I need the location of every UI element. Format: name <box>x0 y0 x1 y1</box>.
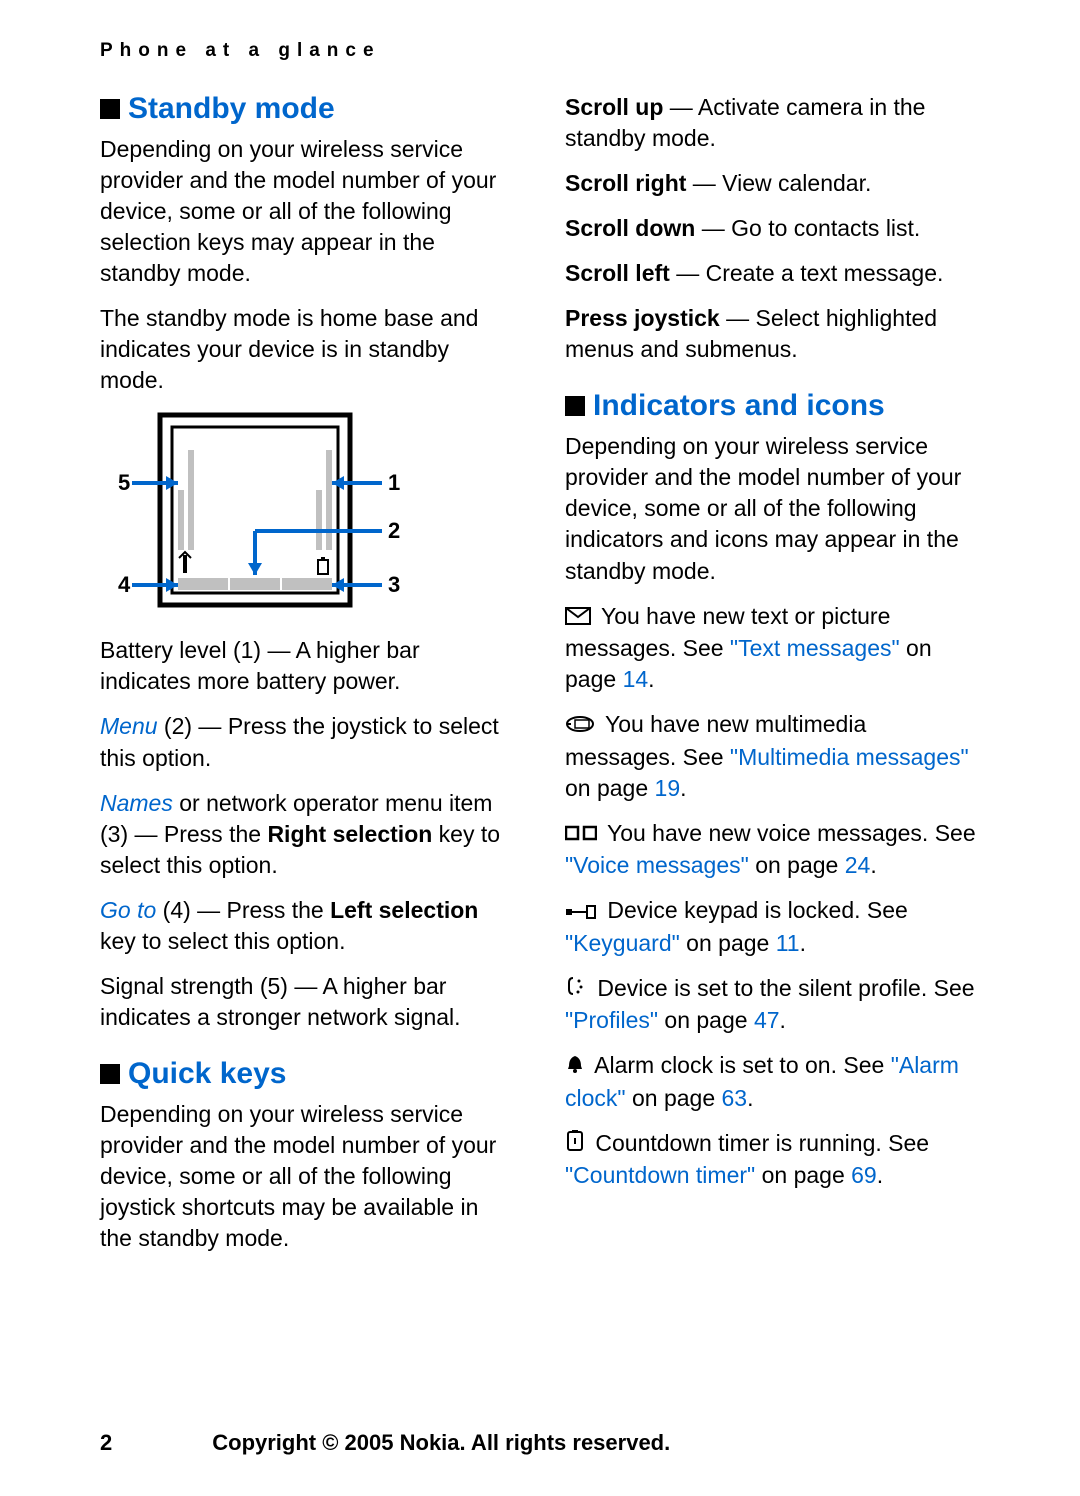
left-column: Standby mode Depending on your wireless … <box>100 92 515 1268</box>
timer-icon <box>565 1129 585 1160</box>
goto-link[interactable]: Go to <box>100 897 156 923</box>
indicators-title: Indicators and icons <box>593 389 885 423</box>
bell-icon <box>565 1051 585 1082</box>
keyguard-link[interactable]: "Keyguard" <box>565 930 680 956</box>
silent-icon <box>565 974 587 1005</box>
voice-item: You have new voice messages. See "Voice … <box>565 818 980 881</box>
standby-title: Standby mode <box>128 92 335 126</box>
menu-desc: Menu (2) — Press the joystick to select … <box>100 711 515 773</box>
scrollleft-desc: Scroll left — Create a text message. <box>565 258 980 289</box>
svg-text:2: 2 <box>388 518 400 543</box>
page-footer: 2 Copyright © 2005 Nokia. All rights res… <box>100 1430 980 1456</box>
text-messages-link[interactable]: "Text messages" <box>730 635 900 661</box>
voice-link[interactable]: "Voice messages" <box>565 852 749 878</box>
indicators-heading: Indicators and icons <box>565 389 980 423</box>
square-bullet-icon <box>100 1064 120 1084</box>
svg-text:1: 1 <box>388 470 400 495</box>
mms-item: You have new multimedia messages. See "M… <box>565 709 980 804</box>
page-14-link[interactable]: 14 <box>623 666 649 692</box>
key-lock-icon <box>565 897 597 928</box>
quickkeys-heading: Quick keys <box>100 1057 515 1091</box>
envelope-icon <box>565 602 591 633</box>
timer-item: Countdown timer is running. See "Countdo… <box>565 1128 980 1191</box>
right-column: Scroll up — Activate camera in the stand… <box>565 92 980 1268</box>
quickkeys-title: Quick keys <box>128 1057 286 1091</box>
page-19-link[interactable]: 19 <box>655 775 681 801</box>
page-number: 2 <box>100 1430 112 1456</box>
menu-link[interactable]: Menu <box>100 713 158 739</box>
standby-heading: Standby mode <box>100 92 515 126</box>
standby-p1: Depending on your wireless service provi… <box>100 134 515 289</box>
page-header: Phone at a glance <box>100 40 980 62</box>
page-69-link[interactable]: 69 <box>851 1162 877 1188</box>
goto-desc: Go to (4) — Press the Left selection key… <box>100 895 515 957</box>
lock-item: Device keypad is locked. See "Keyguard" … <box>565 895 980 958</box>
profiles-link[interactable]: "Profiles" <box>565 1007 658 1033</box>
mms-link[interactable]: "Multimedia messages" <box>730 744 969 770</box>
names-link[interactable]: Names <box>100 790 173 816</box>
voice-tape-icon <box>565 819 597 850</box>
svg-text:5: 5 <box>118 470 130 495</box>
scrollup-desc: Scroll up — Activate camera in the stand… <box>565 92 980 154</box>
text-msg-item: You have new text or picture messages. S… <box>565 601 980 696</box>
scrollright-desc: Scroll right — View calendar. <box>565 168 980 199</box>
timer-link[interactable]: "Countdown timer" <box>565 1162 755 1188</box>
alarm-item: Alarm clock is set to on. See "Alarm clo… <box>565 1050 980 1113</box>
standby-diagram: 5 1 2 4 3 <box>100 410 515 625</box>
standby-p2: The standby mode is home base and indica… <box>100 303 515 396</box>
square-bullet-icon <box>565 396 585 416</box>
silent-item: Device is set to the silent profile. See… <box>565 973 980 1036</box>
signal-desc: Signal strength (5) — A higher bar indic… <box>100 971 515 1033</box>
page-63-link[interactable]: 63 <box>722 1085 748 1111</box>
indicators-p1: Depending on your wireless service provi… <box>565 431 980 586</box>
mms-icon <box>565 710 595 741</box>
quickkeys-p1: Depending on your wireless service provi… <box>100 1099 515 1254</box>
page-47-link[interactable]: 47 <box>754 1007 780 1033</box>
page-11-link[interactable]: 11 <box>776 930 800 956</box>
pressjoystick-desc: Press joystick — Select highlighted menu… <box>565 303 980 365</box>
svg-text:4: 4 <box>118 572 131 597</box>
copyright-text: Copyright © 2005 Nokia. All rights reser… <box>212 1430 670 1456</box>
battery-desc: Battery level (1) — A higher bar indicat… <box>100 635 515 697</box>
svg-text:3: 3 <box>388 572 400 597</box>
square-bullet-icon <box>100 99 120 119</box>
names-desc: Names or network operator menu item (3) … <box>100 788 515 881</box>
scrolldown-desc: Scroll down — Go to contacts list. <box>565 213 980 244</box>
page-24-link[interactable]: 24 <box>845 852 871 878</box>
